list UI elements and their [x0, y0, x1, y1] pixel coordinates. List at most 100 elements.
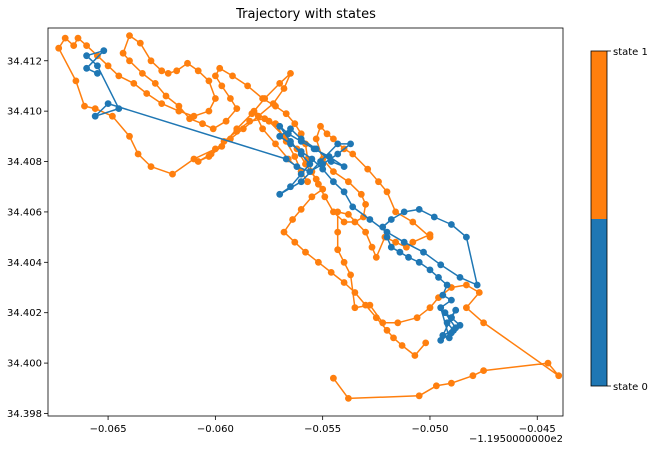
state1-point	[340, 258, 348, 266]
state1-point	[304, 178, 311, 186]
colorbar-label-state1: state 1	[613, 47, 648, 58]
x-tick-label: −0.045	[519, 424, 556, 435]
state0-point	[400, 208, 408, 216]
state0-point	[325, 153, 333, 160]
state1-point	[480, 367, 487, 374]
state1-point	[415, 392, 423, 400]
series-state0	[83, 47, 481, 344]
state1-point	[297, 206, 305, 213]
state0-point	[83, 52, 90, 60]
state0-point	[340, 163, 348, 171]
state0-point	[297, 178, 305, 186]
state1-point	[55, 44, 63, 52]
state0-point	[366, 216, 374, 223]
state1-point	[280, 85, 288, 92]
state1-point	[317, 122, 324, 130]
state0-point	[415, 258, 423, 266]
state0-point	[387, 216, 395, 223]
state0-point	[445, 334, 453, 342]
state1-point	[422, 339, 430, 347]
state1-point	[134, 150, 142, 158]
y-axis: 34.398 34.400 34.402 34.404 34.406 34.408 34.4…	[7, 56, 48, 420]
state1-point	[351, 304, 359, 312]
state1-point	[81, 102, 88, 110]
state0-point	[452, 306, 460, 314]
state1-point	[280, 228, 288, 236]
state0-point	[284, 130, 292, 138]
state0-point	[443, 319, 451, 327]
state1-point	[409, 238, 417, 246]
state0-point	[448, 221, 455, 228]
state0-point	[400, 238, 408, 246]
state1-point	[109, 112, 116, 120]
state1-point	[362, 301, 369, 309]
state0-point	[448, 314, 455, 322]
x-tick-label: −0.065	[90, 424, 127, 435]
y-tick-label: 34.410	[7, 107, 42, 118]
state1-point	[411, 352, 419, 359]
state0-point	[94, 62, 101, 70]
x-axis: −0.065 −0.060 −0.055 −0.050 −0.045	[90, 416, 556, 435]
state0-point	[306, 168, 314, 176]
colorbar-state0-segment	[591, 219, 607, 386]
state1-point	[72, 77, 80, 85]
series-state1	[55, 32, 563, 402]
state1-point	[345, 211, 352, 218]
state1-point	[291, 153, 299, 160]
state1-point	[409, 218, 417, 226]
state1-point	[126, 57, 133, 65]
state1-point	[83, 42, 90, 49]
state1-point	[330, 135, 337, 143]
state1-point	[246, 117, 254, 125]
state1-point	[291, 120, 299, 128]
state1-point	[334, 228, 342, 236]
state1-point	[392, 208, 399, 216]
state0-point	[430, 213, 438, 221]
state0-point	[473, 281, 481, 289]
state0-point	[387, 243, 395, 251]
y-tick-label: 34.398	[7, 409, 42, 420]
state0-point	[448, 296, 455, 304]
state0-point	[452, 324, 460, 332]
state0-point	[297, 150, 305, 158]
state1-point	[315, 258, 322, 266]
state0-point	[319, 160, 327, 168]
state1-point	[130, 80, 138, 87]
state1-point	[312, 175, 320, 183]
state0-point	[104, 100, 112, 107]
state0-point	[437, 261, 445, 269]
state1-point	[334, 246, 342, 254]
state1-point	[302, 248, 309, 256]
series-layer	[55, 32, 563, 402]
state1-point	[330, 168, 337, 176]
state0-point	[83, 64, 90, 72]
state0-point	[349, 203, 357, 211]
state1-point	[426, 233, 434, 241]
state1-point	[227, 95, 234, 102]
state1-point	[327, 269, 335, 276]
state0-point	[437, 304, 445, 312]
state1-point	[463, 281, 470, 289]
state1-point	[259, 125, 266, 133]
state1-point	[233, 127, 241, 135]
state0-point	[282, 155, 290, 163]
state0-point	[287, 138, 294, 145]
state0-point	[115, 105, 123, 112]
state1-point	[480, 319, 487, 327]
state1-point	[276, 80, 284, 87]
state1-point	[394, 319, 402, 327]
state1-point	[169, 170, 176, 178]
y-tick-label: 34.412	[7, 56, 42, 67]
state1-point	[250, 107, 258, 115]
state1-point	[345, 178, 352, 186]
colorbar-frame	[590, 50, 608, 387]
state1-point	[544, 359, 552, 367]
state1-point	[184, 59, 191, 67]
state0-point	[276, 122, 284, 130]
state1-point	[398, 342, 406, 349]
plot-frame	[47, 27, 564, 417]
state1-point	[115, 72, 123, 80]
state0-point	[443, 281, 451, 289]
state1-point	[555, 372, 563, 380]
